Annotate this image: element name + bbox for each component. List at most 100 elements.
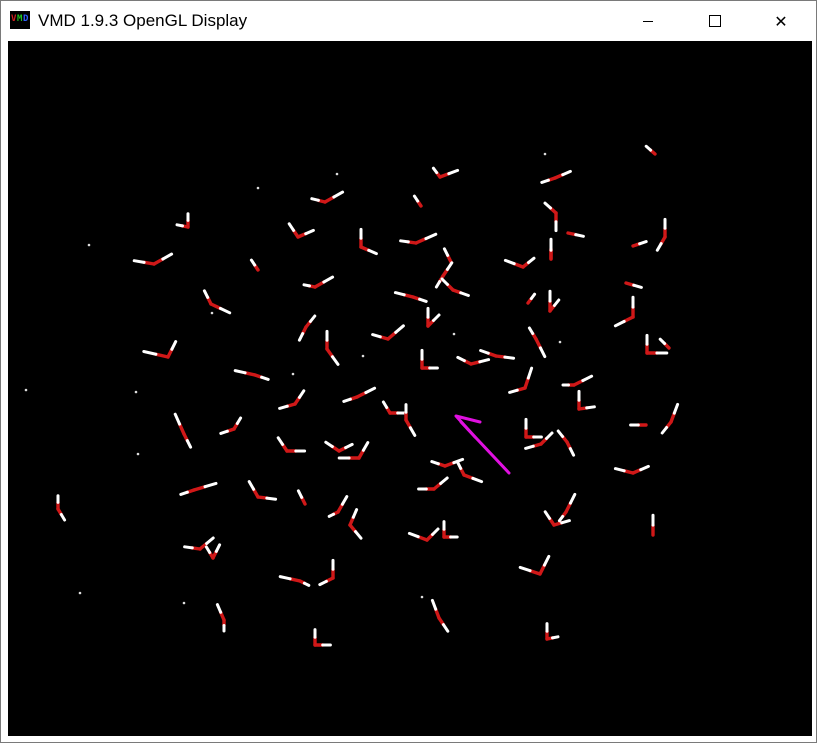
water-molecule (644, 144, 657, 156)
water-molecule (302, 275, 335, 289)
window-title: VMD 1.9.3 OpenGL Display (38, 11, 248, 30)
water-molecule (442, 520, 459, 539)
hydrogen-bond-half (556, 429, 565, 438)
hydrogen-bond-half (142, 350, 158, 356)
water-molecule (215, 603, 226, 633)
water-molecule (393, 291, 428, 303)
isolated-atom (256, 186, 260, 190)
hydrogen-bond-half (503, 355, 516, 360)
hydrogen-bond-half (639, 464, 650, 472)
molecule-scene[interactable] (8, 41, 812, 736)
hydrogen-bond-half (302, 581, 311, 587)
hydrogen-bond-half (613, 467, 626, 473)
hydrogen-bond-half (574, 233, 585, 238)
hydrogen-bond-half (265, 496, 278, 501)
water-molecule (545, 622, 560, 641)
water-molecule (417, 476, 449, 491)
water-molecule (183, 536, 215, 551)
water-molecule (287, 222, 315, 239)
hydrogen-bond-half (542, 554, 551, 567)
hydrogen-bond-half (179, 490, 189, 496)
water-molecule (556, 429, 576, 457)
hydrogen-bond-half (445, 261, 454, 271)
isolated-atom (136, 452, 140, 456)
water-molecule (658, 337, 671, 350)
oxygen-bond-half (443, 461, 456, 468)
hydrogen-bond-half (632, 283, 643, 289)
hydrogen-bond-half (424, 232, 438, 241)
oxygen-bond-half (152, 257, 165, 266)
water-molecule (431, 166, 460, 179)
water-molecule (430, 598, 450, 633)
hydrogen-bond-half (59, 513, 67, 522)
hydrogen-bond-half (132, 259, 146, 264)
hydrogen-bond-half (278, 575, 292, 581)
hydrogen-bond-half (412, 194, 420, 203)
isolated-atom (87, 243, 91, 247)
hydrogen-bond-half (302, 283, 311, 288)
hydrogen-bond-half (527, 326, 535, 335)
water-molecule (278, 389, 306, 410)
water-molecule (233, 369, 270, 381)
opengl-display-canvas[interactable] (8, 41, 812, 736)
hydrogen-bond-half (503, 258, 516, 266)
hydrogen-bond-half (203, 481, 218, 489)
hydrogen-bond-half (247, 480, 256, 491)
isolated-atom (361, 354, 365, 358)
hydrogen-bond-half (613, 319, 626, 328)
hydrogen-bond-half (202, 289, 210, 299)
hydrogen-bond-half (644, 144, 653, 152)
water-molecule (518, 554, 551, 576)
hydrogen-bond-half (205, 536, 215, 545)
isolated-atom (134, 390, 138, 394)
hydrogen-bond-half (276, 436, 285, 446)
hydrogen-bond-half (456, 355, 466, 363)
hydrogen-bond-half (430, 460, 440, 466)
water-molecule (526, 292, 537, 305)
hydrogen-bond-half (442, 247, 450, 257)
hydrogen-bond-half (455, 460, 463, 470)
hydrogen-bond-half (304, 228, 315, 236)
water-molecule (173, 412, 193, 449)
water-molecule (660, 402, 680, 435)
title-bar[interactable]: V M D VMD 1.9.3 OpenGL Display ✕ (1, 1, 816, 41)
minimize-button[interactable] (625, 1, 671, 41)
hydrogen-bond-half (658, 337, 667, 346)
oxygen-bond-half (192, 485, 207, 492)
hydrogen-bond-half (418, 297, 428, 303)
maximize-button[interactable] (692, 1, 738, 41)
water-molecule (278, 575, 311, 587)
oxygen-bond-half (386, 330, 398, 341)
hydrogen-bond-half (308, 314, 317, 323)
water-molecule (337, 441, 370, 460)
water-molecule (440, 277, 470, 297)
hydrogen-bond-half (529, 292, 537, 301)
hydrogen-bond-half (260, 375, 270, 381)
isolated-atom (543, 152, 547, 156)
hydrogen-bond-half (354, 530, 363, 540)
hydrogen-bond-half (557, 514, 565, 523)
oxygen-bond-half (534, 337, 543, 350)
water-molecules (24, 144, 680, 647)
close-button[interactable]: ✕ (758, 1, 804, 41)
hydrogen-bond-half (432, 313, 441, 322)
hydrogen-bond-half (310, 197, 320, 202)
hydrogen-bond-half (434, 280, 442, 289)
water-molecule (359, 227, 378, 256)
hydrogen-bond-half (638, 240, 648, 246)
hydrogen-bond-half (340, 495, 349, 506)
isolated-atom (291, 372, 295, 376)
hydrogen-bond-half (175, 223, 184, 228)
hydrogen-bond-half (459, 291, 470, 297)
hydrogen-bond-half (552, 298, 561, 307)
hydrogen-bond-half (361, 441, 370, 452)
hydrogen-bond-half (296, 489, 304, 499)
hydrogen-bond-half (407, 531, 420, 539)
water-molecule (524, 417, 543, 439)
hydrogen-bond-half (364, 386, 377, 395)
water-molecule (276, 436, 307, 453)
water-molecule (132, 252, 174, 266)
oxygen-bond-half (154, 352, 170, 359)
hydrogen-bond-half (545, 431, 554, 440)
hydrogen-bond-half (249, 258, 257, 267)
